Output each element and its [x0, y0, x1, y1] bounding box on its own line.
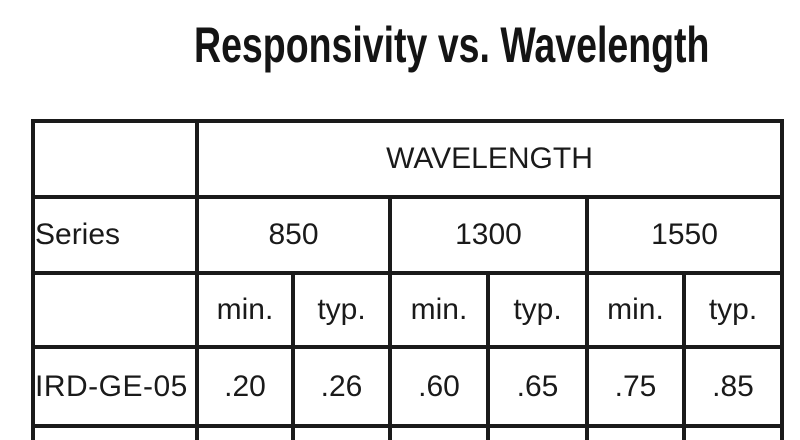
cell-cutoff: [681, 424, 785, 440]
cell-value-1550-typ: .85: [681, 345, 785, 428]
table-row-wavelengths: Series 850 1300 1550: [31, 195, 785, 275]
cell-wavelength-1550: 1550: [584, 195, 785, 275]
cell-series-id: IRD-GE-05: [31, 345, 199, 428]
cell-stat-850-typ: typ.: [291, 271, 392, 349]
cell-cutoff: [195, 424, 295, 440]
cell-wavelength-header: WAVELENGTH: [194, 119, 785, 199]
cell-cutoff: [291, 424, 392, 440]
cell-stat-1550-min: min.: [585, 271, 686, 349]
page-title: Responsivity vs. Wavelength: [194, 17, 710, 73]
cell-wavelength-850: 850: [195, 195, 392, 275]
cell-cutoff: [585, 424, 686, 440]
cell-stat-850-min: min.: [195, 271, 295, 349]
cell-stat-1300-min: min.: [388, 271, 490, 349]
cell-value-1550-min: .75: [585, 345, 686, 428]
cell-cutoff: [388, 424, 490, 440]
cell-stat-blank: [31, 271, 199, 349]
table-row-header: WAVELENGTH: [31, 119, 785, 199]
cell-value-1300-typ: .65: [486, 345, 589, 428]
cell-wavelength-1300: 1300: [388, 195, 589, 275]
cell-value-850-typ: .26: [291, 345, 392, 428]
table-row-data: IRD-GE-05 .20 .26 .60 .65 .75 .85: [31, 345, 785, 428]
cell-value-1300-min: .60: [388, 345, 490, 428]
cell-stat-1550-typ: typ.: [681, 271, 785, 349]
cell-series-label: Series: [31, 195, 199, 275]
table-row-stat-labels: min. typ. min. typ. min. typ.: [31, 271, 785, 349]
cell-cutoff: [486, 424, 589, 440]
table-row-cutoff: [31, 424, 785, 440]
cell-cutoff: [31, 424, 199, 440]
cell-corner-blank: [31, 119, 199, 199]
cell-stat-1300-typ: typ.: [486, 271, 589, 349]
cell-value-850-min: .20: [195, 345, 295, 428]
responsivity-table: WAVELENGTH Series 850 1300 1550 min. typ…: [31, 119, 785, 440]
